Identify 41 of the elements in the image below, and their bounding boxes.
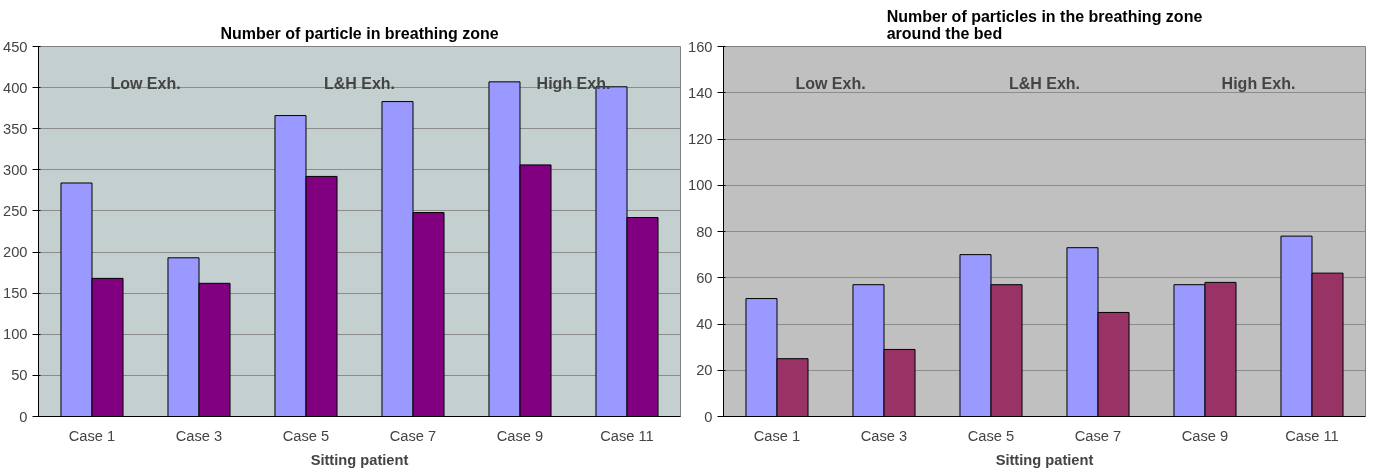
x-tick-label: Case 5 — [282, 427, 330, 444]
x-axis-title: Sitting patient — [995, 451, 1094, 468]
y-tick-label: 80 — [696, 223, 713, 240]
y-tick-label: 200 — [3, 244, 28, 261]
annotation: Low Exh. — [795, 75, 866, 92]
x-tick-label: Case 1 — [68, 427, 116, 444]
y-tick-label: 20 — [696, 362, 713, 379]
y-tick-label: 100 — [3, 326, 28, 343]
x-tick-label: Case 1 — [753, 427, 801, 444]
y-tick-label: 100 — [688, 177, 713, 194]
x-tick-label: Case 7 — [1074, 427, 1122, 444]
y-tick-label: 250 — [3, 202, 28, 219]
chart-title: Number of particles in the breathing zone around the bed — [886, 7, 1203, 42]
y-tick-label: 150 — [3, 285, 28, 302]
x-axis-title: Sitting patient — [310, 451, 409, 468]
x-tick-label: Case 3 — [860, 427, 908, 444]
y-tick-label: 120 — [688, 131, 713, 147]
y-tick-label: 50 — [11, 367, 28, 384]
y-tick-label: 0 — [704, 408, 713, 425]
x-tick-label: Case 7 — [389, 427, 437, 444]
annotation: Low Exh. — [110, 75, 181, 92]
x-tick-label: Case 5 — [967, 427, 1015, 444]
annotation: High Exh. — [1221, 75, 1296, 92]
y-tick-label: 60 — [696, 269, 713, 286]
y-tick-label: 350 — [3, 120, 28, 137]
annotation: L&H Exh. — [1008, 75, 1081, 92]
y-tick-label: 450 — [3, 38, 28, 55]
y-tick-label: 160 — [688, 38, 713, 55]
annotation: High Exh. — [536, 75, 611, 92]
x-tick-label: Case 11 — [1285, 427, 1339, 444]
y-tick-label: 140 — [688, 84, 713, 101]
x-tick-label: Case 3 — [175, 427, 223, 444]
y-tick-label: 0 — [19, 408, 28, 425]
x-tick-label: Case 9 — [1181, 427, 1229, 444]
x-tick-label: Case 9 — [496, 427, 544, 444]
y-tick-label: 40 — [696, 316, 713, 332]
chart-title: Number of particle in breathing zone — [220, 24, 499, 42]
y-tick-label: 400 — [3, 79, 28, 96]
annotation: L&H Exh. — [323, 75, 396, 92]
x-tick-label: Case 11 — [600, 427, 654, 444]
y-tick-label: 300 — [3, 161, 28, 178]
